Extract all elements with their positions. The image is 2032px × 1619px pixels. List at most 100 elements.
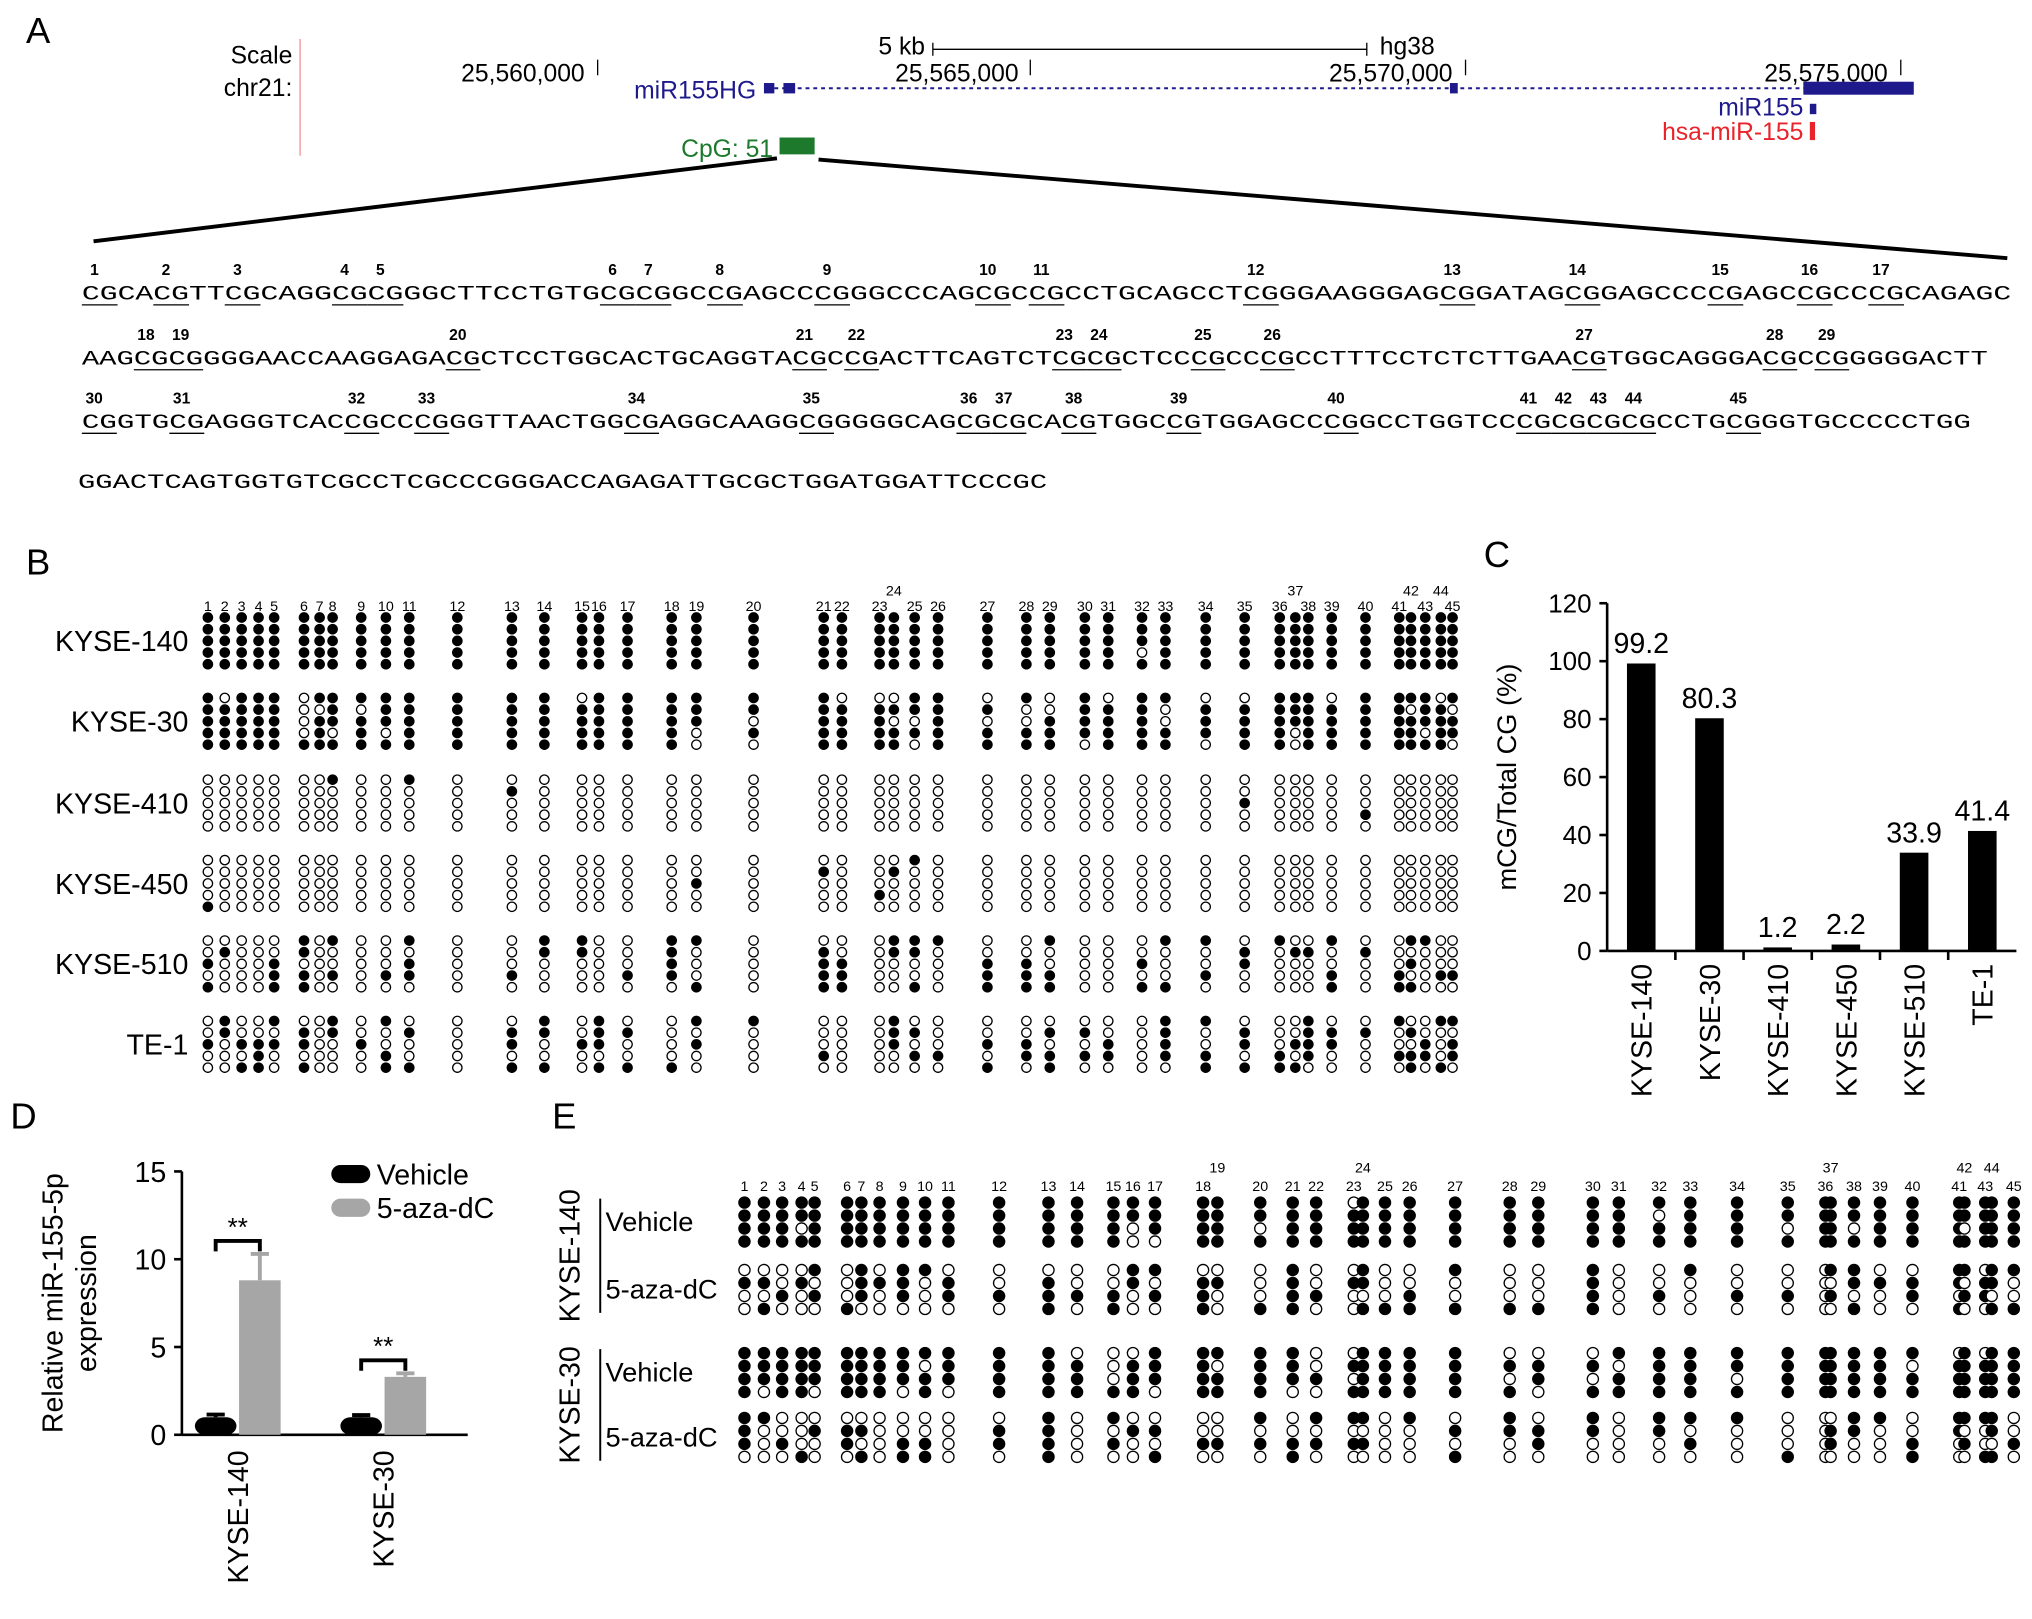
methylated-dot <box>1160 1015 1171 1027</box>
methylated-dot <box>1239 623 1250 635</box>
unmethylated-dot <box>298 901 310 913</box>
methylated-dot <box>1393 739 1405 750</box>
methylated-dot <box>1824 1385 1837 1399</box>
unmethylated-dot <box>219 821 231 832</box>
methylated-dot <box>622 715 633 727</box>
methylated-dot <box>1042 1196 1055 1209</box>
bar <box>384 1376 427 1435</box>
methylated-dot <box>236 1062 247 1073</box>
unmethylated-dot <box>1532 1346 1545 1360</box>
unmethylated-dot <box>1403 1276 1416 1290</box>
unmethylated-dot <box>738 1302 751 1316</box>
methylated-dot <box>1435 647 1447 658</box>
methylated-dot <box>909 704 920 715</box>
cpg-number: 3 <box>233 262 242 279</box>
unmethylated-dot <box>1403 1450 1416 1464</box>
unmethylated-dot <box>1274 774 1286 785</box>
unmethylated-dot <box>909 866 920 878</box>
methylated-dot <box>539 935 550 946</box>
unmethylated-dot <box>314 704 325 715</box>
unmethylated-dot <box>506 878 518 889</box>
methylated-dot <box>1136 715 1148 727</box>
methylated-dot <box>1356 1359 1370 1373</box>
unmethylated-dot <box>836 889 848 901</box>
unmethylated-dot <box>452 935 463 946</box>
unmethylated-dot <box>1586 1450 1600 1464</box>
unmethylated-dot <box>1847 1222 1861 1235</box>
methylated-dot <box>1586 1289 1600 1303</box>
methylated-dot <box>840 1372 854 1386</box>
methylated-dot <box>1684 1346 1697 1360</box>
unmethylated-dot <box>888 692 900 704</box>
unmethylated-dot <box>1684 1302 1697 1316</box>
unmethylated-dot <box>355 970 367 981</box>
methylated-dot <box>576 727 588 739</box>
unmethylated-dot <box>236 1015 247 1027</box>
unmethylated-dot <box>1102 1015 1114 1027</box>
scale-bar-label: 5 kb <box>878 34 925 61</box>
unmethylated-dot <box>593 774 605 785</box>
unmethylated-dot <box>748 821 759 832</box>
methylated-dot <box>932 635 944 647</box>
methylated-dot <box>666 958 678 970</box>
unmethylated-dot <box>874 1062 885 1073</box>
methylated-dot <box>1303 1050 1314 1062</box>
unmethylated-dot <box>1393 878 1405 889</box>
methylated-dot <box>795 1209 808 1222</box>
unmethylated-dot <box>1274 901 1286 913</box>
methylated-dot <box>1405 981 1417 993</box>
methylated-dot <box>1684 1372 1697 1386</box>
methylated-dot <box>1873 1222 1887 1235</box>
methylated-dot <box>593 1027 605 1038</box>
methylated-dot <box>380 612 392 623</box>
unmethylated-dot <box>932 946 944 958</box>
methylated-dot <box>1200 647 1212 658</box>
methylated-dot <box>1274 658 1286 670</box>
unmethylated-dot <box>1136 1015 1148 1027</box>
cpg-number: 6 <box>608 262 617 279</box>
cpg-number: 4 <box>340 262 349 279</box>
unmethylated-dot <box>268 1050 280 1062</box>
methylated-dot <box>1254 1346 1267 1360</box>
methylated-dot <box>1985 1372 1998 1386</box>
unmethylated-dot <box>1873 1289 1887 1303</box>
unmethylated-dot <box>1586 1372 1600 1386</box>
methylated-dot <box>1079 612 1091 623</box>
unmethylated-dot <box>932 866 944 878</box>
methylated-dot <box>818 658 830 670</box>
unmethylated-dot <box>1079 1062 1091 1073</box>
methylated-dot <box>1435 658 1447 670</box>
methylated-dot <box>1403 1302 1416 1316</box>
unmethylated-dot <box>219 901 231 913</box>
unmethylated-dot <box>982 821 993 832</box>
methylated-dot <box>1200 1015 1212 1027</box>
unmethylated-dot <box>380 821 392 832</box>
unmethylated-dot <box>873 1289 886 1303</box>
methylated-dot <box>666 715 678 727</box>
methylated-dot <box>236 658 247 670</box>
unmethylated-dot <box>840 1276 854 1290</box>
methylated-dot <box>1160 1050 1171 1062</box>
methylated-dot <box>1303 1015 1314 1027</box>
unmethylated-dot <box>874 981 885 993</box>
y-tick-label: 0 <box>1577 936 1591 966</box>
methylated-dot <box>1824 1222 1837 1235</box>
unmethylated-dot <box>1239 901 1250 913</box>
methylated-dot <box>1419 704 1431 715</box>
methylated-dot <box>896 1196 910 1209</box>
position: 25,570,000 <box>1329 61 1452 88</box>
methylated-dot <box>1958 1346 1971 1360</box>
unmethylated-dot <box>1447 797 1458 809</box>
unmethylated-dot <box>622 1038 633 1050</box>
methylated-dot <box>1239 1027 1250 1038</box>
methylated-dot <box>1274 1050 1286 1062</box>
methylated-dot <box>1405 1050 1417 1062</box>
methylated-dot <box>403 739 415 750</box>
unmethylated-dot <box>622 935 633 946</box>
unmethylated-dot <box>1290 889 1301 901</box>
cpg-number: 15 <box>1712 262 1730 279</box>
unmethylated-dot <box>818 935 830 946</box>
unmethylated-dot <box>576 1015 588 1027</box>
methylated-dot <box>855 1385 868 1399</box>
unmethylated-dot <box>942 1385 955 1399</box>
